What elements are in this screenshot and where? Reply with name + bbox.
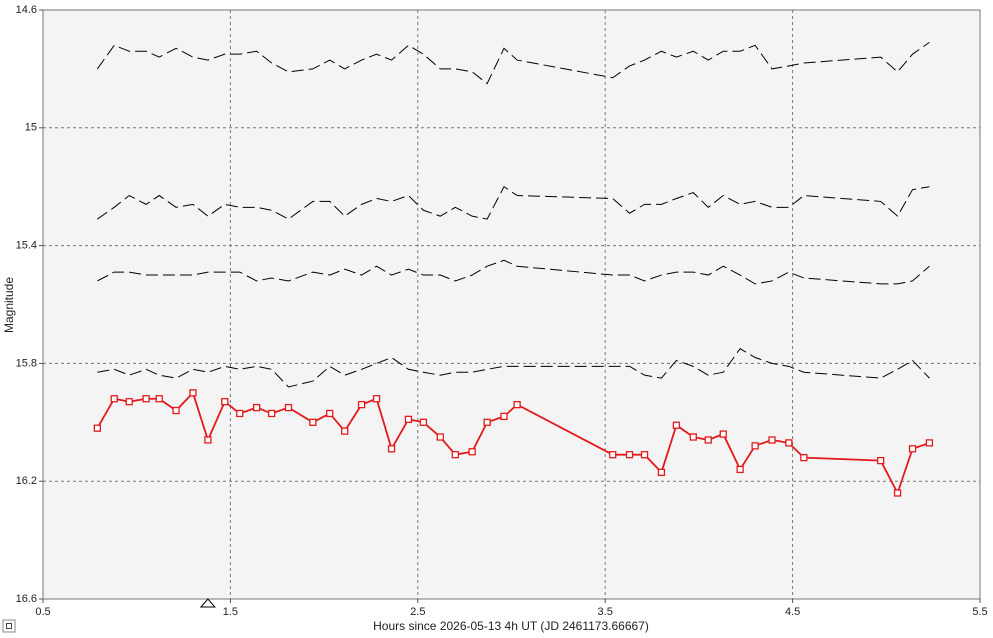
data-point xyxy=(189,389,197,397)
y-tick-label: 15.4 xyxy=(16,240,37,252)
data-point xyxy=(657,468,666,477)
data-point xyxy=(736,465,744,474)
data-point xyxy=(125,398,133,406)
data-point xyxy=(326,409,334,418)
series-line xyxy=(96,41,930,85)
x-tick-label: 2.5 xyxy=(410,606,425,618)
series-line xyxy=(97,348,930,388)
data-point xyxy=(309,418,317,426)
x-tick-label: 0.5 xyxy=(35,606,50,618)
data-point xyxy=(267,409,276,418)
data-point xyxy=(284,403,293,412)
data-point xyxy=(625,451,634,459)
data-point xyxy=(468,448,476,456)
data-point xyxy=(483,418,491,426)
x-tick-label: 5.5 xyxy=(972,606,987,618)
data-point xyxy=(419,418,428,426)
data-point xyxy=(609,451,617,459)
data-point xyxy=(908,445,917,453)
series-line xyxy=(97,259,930,285)
y-tick-label: 15.8 xyxy=(16,357,37,369)
data-point xyxy=(357,400,366,409)
y-tick-label: 14.6 xyxy=(16,4,37,16)
data-point xyxy=(751,442,759,450)
data-point xyxy=(785,439,793,447)
corner-button[interactable] xyxy=(2,619,16,633)
data-point xyxy=(640,451,649,459)
x-marker xyxy=(199,598,217,608)
data-point xyxy=(436,433,444,441)
data-point xyxy=(689,433,697,441)
data-point xyxy=(925,439,934,447)
data-point xyxy=(513,400,521,409)
data-point xyxy=(704,436,712,444)
x-tick-label: 3.5 xyxy=(598,606,613,618)
data-point xyxy=(719,430,727,438)
x-axis-title: Hours since 2026-05-13 4h UT (JD 2461173… xyxy=(373,619,649,633)
data-point xyxy=(221,398,229,406)
data-point xyxy=(155,395,163,403)
data-point xyxy=(387,445,396,453)
y-axis-title: Magnitude xyxy=(2,277,16,333)
data-point xyxy=(404,415,413,424)
data-point xyxy=(372,395,381,403)
series-line xyxy=(96,391,930,496)
y-tick-label: 16.2 xyxy=(16,475,37,487)
data-point xyxy=(500,412,508,421)
data-point xyxy=(672,421,681,429)
data-point xyxy=(110,395,118,403)
data-point xyxy=(172,406,180,415)
x-tick-label: 4.5 xyxy=(785,606,800,618)
data-point xyxy=(341,427,349,435)
data-point xyxy=(877,456,885,465)
y-tick-label: 15 xyxy=(25,122,37,134)
x-tick-label: 1.5 xyxy=(223,606,238,618)
data-point xyxy=(93,424,101,432)
data-point xyxy=(236,409,244,418)
data-point xyxy=(893,489,902,497)
data-point xyxy=(768,436,776,444)
data-point xyxy=(252,403,261,412)
corner-button-icon xyxy=(6,623,12,629)
data-point xyxy=(142,395,150,403)
data-point xyxy=(451,451,459,459)
series-line xyxy=(97,185,930,220)
data-point xyxy=(800,453,808,462)
y-tick-label: 16.6 xyxy=(16,593,37,605)
data-point xyxy=(204,436,212,444)
plot-area xyxy=(42,9,981,600)
